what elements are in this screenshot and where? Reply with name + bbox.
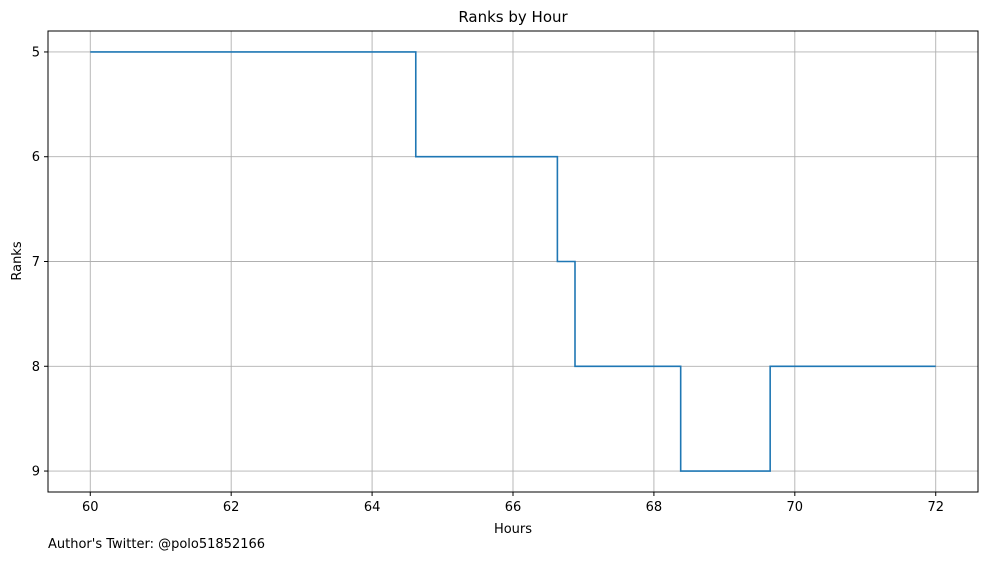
x-tick-label: 68 xyxy=(646,500,663,515)
x-tick-label: 70 xyxy=(787,500,804,515)
plot-area: 60 62 64 66 68 70 72 5 6 7 8 9 xyxy=(32,30,979,515)
y-tick-label: 9 xyxy=(32,465,40,480)
y-tick-label: 5 xyxy=(32,45,40,60)
author-credit: Author's Twitter: @polo51852166 xyxy=(48,537,266,552)
x-tick-label: 62 xyxy=(223,500,240,515)
y-axis-label: Ranks xyxy=(10,241,25,280)
x-axis-label: Hours xyxy=(494,522,532,537)
y-tick-label: 6 xyxy=(32,150,40,165)
rank-step-line xyxy=(90,51,936,472)
x-tick-label: 64 xyxy=(364,500,381,515)
y-tick-label: 8 xyxy=(32,360,40,375)
x-tick-label: 66 xyxy=(505,500,522,515)
x-tick-label: 72 xyxy=(927,500,944,515)
y-tick-label: 7 xyxy=(32,255,40,270)
x-tick-label: 60 xyxy=(82,500,99,515)
chart-title: Ranks by Hour xyxy=(458,8,568,26)
